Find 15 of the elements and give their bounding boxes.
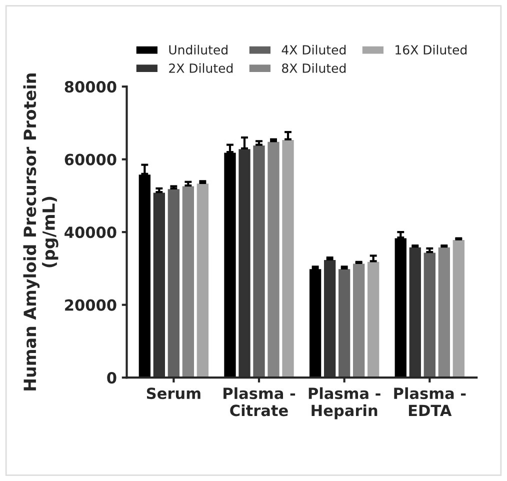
legend-label: 16X Diluted	[396, 44, 467, 55]
legend-label: 8X Diluted	[282, 63, 346, 73]
y-tick-label: 80000	[64, 81, 116, 93]
legend-label: Undiluted	[169, 44, 228, 55]
legend-label: 4X Diluted	[282, 44, 346, 55]
y-tick-label: 60000	[64, 154, 116, 166]
x-tick-label: Plasma - Heparin	[308, 387, 380, 420]
y-axis-title: Human Amyloid Precursor Protein (pg/mL)	[23, 74, 58, 390]
x-tick-label: Plasma - Citrate	[224, 387, 296, 416]
y-tick-label: 0	[107, 372, 116, 384]
x-tick-label: Plasma - EDTA	[394, 387, 466, 416]
legend-label: 2X Diluted	[169, 63, 233, 73]
y-tick-label: 20000	[65, 299, 116, 311]
x-tick-label: Serum	[146, 388, 200, 400]
y-tick-label: 40000	[64, 226, 116, 238]
